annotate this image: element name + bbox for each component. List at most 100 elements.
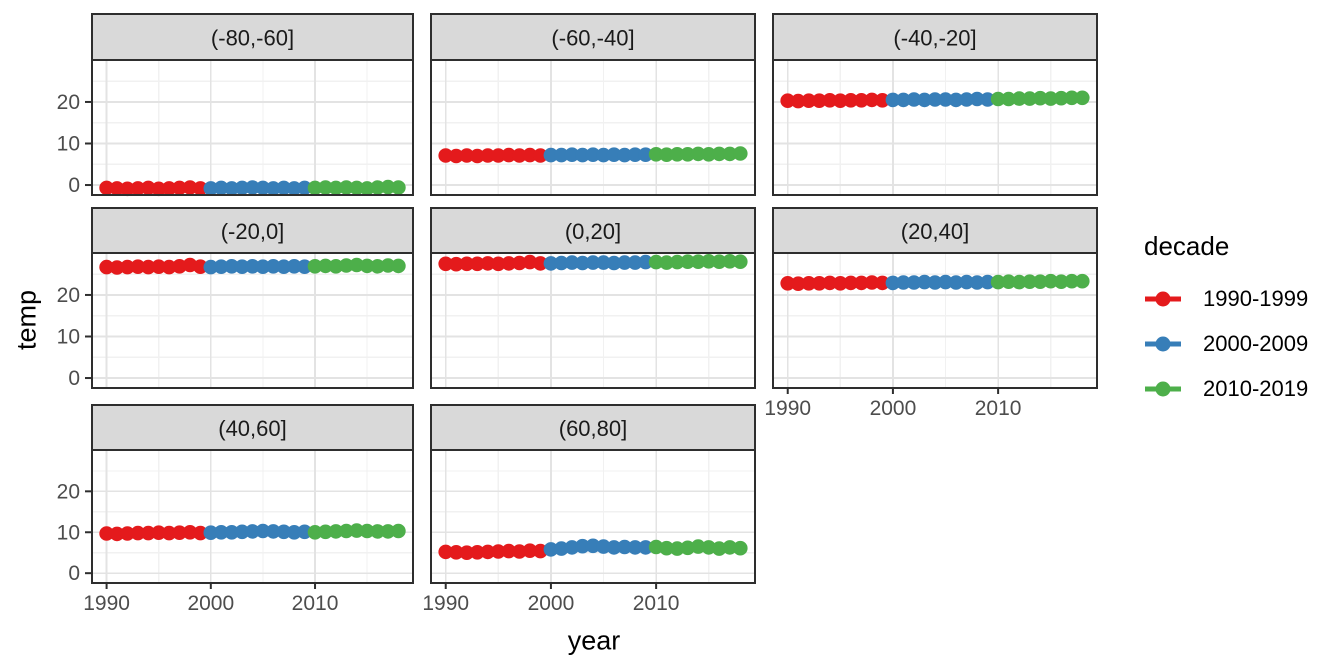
facet-(-60,-40]: (-60,-40] xyxy=(430,13,756,196)
data-point xyxy=(990,274,1006,290)
data-point xyxy=(927,275,943,290)
data-point xyxy=(161,181,177,196)
data-point xyxy=(617,255,632,270)
data-point xyxy=(130,259,146,275)
data-point xyxy=(234,259,250,275)
data-point xyxy=(722,146,738,162)
data-point xyxy=(969,275,985,290)
data-point xyxy=(780,93,795,108)
data-point xyxy=(606,540,622,555)
data-point xyxy=(575,255,590,271)
data-point xyxy=(141,259,156,275)
data-point xyxy=(690,539,706,554)
y-tick-label: 0 xyxy=(68,367,80,390)
major-gridlines xyxy=(431,253,755,388)
data-point xyxy=(370,524,385,539)
data-point xyxy=(213,259,229,275)
data-point xyxy=(864,275,880,290)
data-point xyxy=(328,259,344,274)
data-point xyxy=(470,545,485,560)
data-point xyxy=(512,255,527,271)
data-point xyxy=(669,254,685,270)
data-point xyxy=(733,254,748,269)
data-point xyxy=(627,540,643,555)
facet-(40,60]: (40,60] 1990 2000 2010 0 10 20 xyxy=(57,404,414,615)
data-point xyxy=(120,181,135,197)
data-point xyxy=(1032,274,1048,290)
data-point xyxy=(906,92,922,107)
data-point xyxy=(533,148,548,163)
data-point xyxy=(575,538,590,554)
data-point xyxy=(307,525,323,540)
decade-series-2010-2019 xyxy=(307,179,406,196)
facet-(-40,-20]: (-40,-20] xyxy=(772,13,1098,196)
x-tick-label: 2000 xyxy=(528,592,575,615)
decade-series-2010-2019 xyxy=(307,257,406,274)
data-point xyxy=(370,180,385,195)
panel-background xyxy=(431,253,755,388)
data-point xyxy=(959,274,974,290)
data-point xyxy=(172,180,187,196)
data-point xyxy=(130,181,146,196)
data-point xyxy=(722,540,738,555)
data-point xyxy=(680,254,695,269)
x-axis-title: year xyxy=(567,625,621,656)
facet-strip xyxy=(91,404,414,451)
data-point xyxy=(448,256,464,272)
data-point xyxy=(959,92,974,107)
facet-strip-label: (-40,-20] xyxy=(893,26,976,51)
minor-gridlines xyxy=(92,60,413,195)
x-tick-label: 1990 xyxy=(764,397,811,420)
data-point xyxy=(711,146,727,162)
y-axis: 0 10 20 xyxy=(57,91,92,197)
x-tick-label: 1990 xyxy=(83,592,130,615)
y-tick-label: 10 xyxy=(57,132,80,155)
data-point xyxy=(875,275,890,291)
data-point xyxy=(193,525,208,541)
data-point xyxy=(1043,91,1058,106)
data-point xyxy=(627,255,643,270)
data-point xyxy=(307,180,323,196)
data-point xyxy=(875,93,890,108)
line-point-key-icon xyxy=(1145,381,1181,397)
data-point xyxy=(812,276,827,291)
data-point xyxy=(109,526,125,542)
data-point xyxy=(722,253,738,269)
data-point xyxy=(161,259,177,275)
facet-strip-label: (40,60] xyxy=(218,416,287,441)
decade-series-1990-1999 xyxy=(438,147,548,164)
data-point xyxy=(585,538,601,554)
data-point xyxy=(711,541,727,556)
data-point xyxy=(480,148,496,163)
data-point xyxy=(470,256,485,272)
decade-series-1990-1999 xyxy=(780,92,890,109)
data-point xyxy=(448,148,464,164)
panel-background xyxy=(431,60,755,195)
data-point xyxy=(585,147,601,162)
data-point xyxy=(391,180,406,195)
data-point xyxy=(733,146,748,161)
data-point xyxy=(172,525,187,540)
panel-background xyxy=(92,450,413,583)
legend-label: 1990-1999 xyxy=(1203,286,1309,311)
data-point xyxy=(790,276,806,292)
data-point xyxy=(370,259,385,274)
minor-gridlines xyxy=(773,60,1097,195)
data-point xyxy=(297,180,312,196)
decade-series-1990-1999 xyxy=(99,257,208,275)
data-point xyxy=(543,542,559,557)
data-point xyxy=(606,255,622,271)
data-point xyxy=(438,544,454,560)
data-point xyxy=(543,147,559,163)
data-point xyxy=(1075,90,1090,106)
data-point xyxy=(459,256,475,272)
x-axis: 1990 2000 2010 xyxy=(83,583,338,615)
panel-background xyxy=(773,60,1097,195)
data-point xyxy=(328,180,344,196)
data-point xyxy=(543,256,559,271)
data-point xyxy=(659,147,674,162)
data-point xyxy=(1001,274,1016,290)
y-tick-label: 20 xyxy=(57,91,80,114)
data-point xyxy=(1053,274,1069,290)
data-point xyxy=(512,148,527,163)
